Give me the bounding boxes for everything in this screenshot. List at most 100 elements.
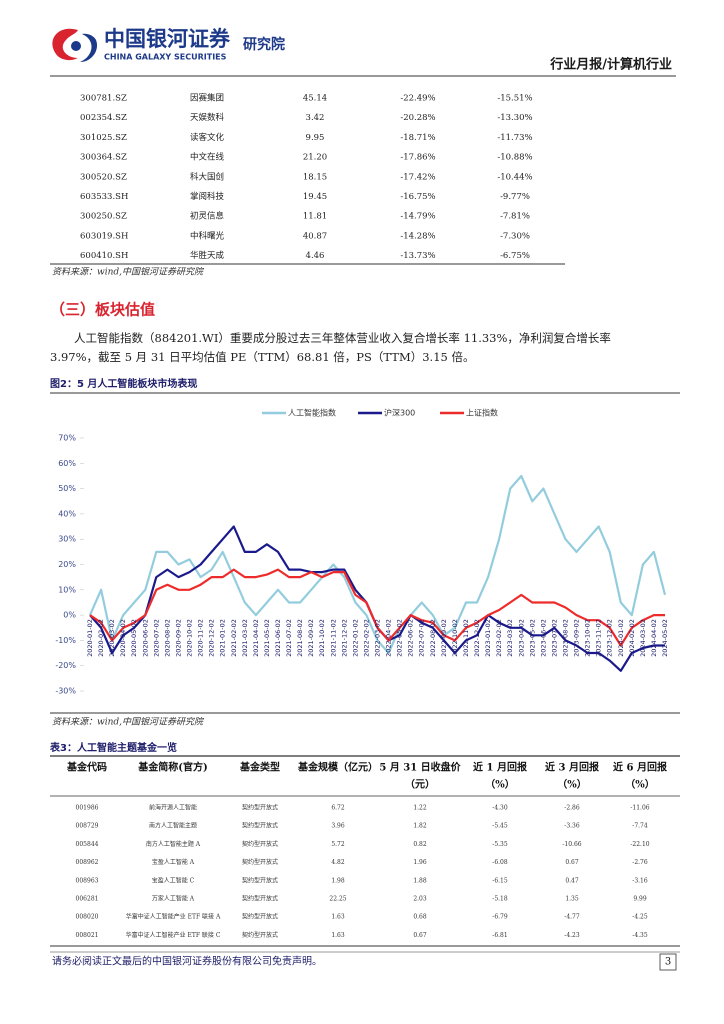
table-cell: 001986 [76, 805, 99, 812]
x-tick-label: 2023-02-02 [495, 619, 503, 657]
x-tick-label: 2024-04-02 [650, 619, 658, 657]
table-cell: 0.67 [565, 859, 579, 866]
table-cell: 22.25 [329, 896, 346, 903]
y-tick-label: 30% [58, 535, 76, 544]
table-cell: -3.16 [632, 877, 648, 884]
x-tick-label: 2021-02-02 [230, 619, 238, 657]
table-cell: 宝盈人工智能 C [152, 876, 195, 884]
table-cell: -22.10 [630, 841, 649, 848]
table-cell: 6.72 [331, 805, 345, 812]
x-tick-label: 2020-10-02 [186, 619, 194, 657]
y-tick-label: 60% [58, 459, 76, 468]
x-tick-label: 2024-02-02 [628, 619, 636, 657]
table-cell: -18.71% [400, 133, 435, 143]
table-cell: 科大国创 [190, 171, 224, 182]
table-cell: 3.96 [331, 823, 345, 830]
table-cell: -14.28% [400, 231, 435, 241]
table-cell: 0.67 [413, 932, 427, 939]
table-cell: 2.03 [413, 896, 427, 903]
x-tick-label: 2022-03-02 [374, 619, 382, 657]
x-tick-label: 2020-02-02 [97, 619, 105, 657]
table-cell: 读客文化 [190, 132, 225, 143]
institute: 研究院 [243, 36, 285, 53]
table-cell: 4.46 [306, 251, 325, 261]
brand-en: CHINA GALAXY SECURITIES [104, 53, 227, 62]
y-tick-label: 70% [58, 434, 76, 443]
table-header: 5 月 31 日收盘价 [379, 761, 461, 774]
x-tick-label: 2022-01-02 [351, 619, 359, 657]
x-tick-label: 2020-03-02 [108, 619, 116, 657]
x-tick-label: 2021-03-02 [241, 619, 249, 657]
page-number: 3 [665, 957, 671, 968]
x-tick-label: 2023-01-02 [484, 619, 492, 657]
table-header: （%） [557, 778, 587, 791]
y-tick-label: -20% [55, 661, 76, 670]
page-box [659, 953, 677, 971]
table-cell: 300781.SZ [80, 94, 127, 104]
table-cell: 契约型开放式 [242, 840, 278, 848]
x-tick-label: 2021-11-02 [329, 619, 337, 657]
x-tick-label: 2021-08-02 [296, 619, 304, 657]
table-cell: 1.63 [331, 932, 345, 939]
table-cell: -5.18 [492, 896, 508, 903]
table-cell: -10.44% [497, 172, 532, 182]
table-cell: 中科曙光 [190, 230, 225, 241]
table-cell: -6.15 [492, 877, 508, 884]
table-cell: -11.06 [630, 805, 649, 812]
paragraph-line: 人工智能指数（884201.WI）重要成分股过去三年整体营业收入复合增长率 11… [74, 331, 611, 345]
table-cell: -7.81% [500, 212, 530, 222]
x-tick-label: 2022-08-02 [429, 619, 437, 657]
x-tick-label: 2022-07-02 [418, 619, 426, 657]
legend-label: 人工智能指数 [288, 408, 336, 418]
x-tick-label: 2020-06-02 [141, 619, 149, 657]
table-cell: -6.79 [492, 914, 508, 921]
x-tick-label: 2023-04-02 [517, 619, 525, 657]
table-header: （%） [485, 778, 515, 791]
y-tick-label: 50% [58, 484, 76, 493]
table-cell: 301025.SZ [80, 133, 127, 143]
table-header: （%） [625, 778, 655, 791]
source: 资料来源：wind,中国银河证券研究院 [52, 717, 205, 728]
table-cell: 前海开源人工智能 [149, 804, 197, 812]
table-cell: 天娱数科 [190, 112, 225, 123]
table-cell: -3.36 [564, 823, 580, 830]
y-tick-label: 20% [58, 560, 76, 569]
x-tick-label: 2020-11-02 [197, 619, 205, 657]
table-cell: -13.73% [400, 251, 435, 261]
table-cell: -4.35 [632, 932, 648, 939]
table-cell: -11.73% [497, 133, 532, 143]
table-cell: 万家人工智能 A [152, 895, 195, 903]
table-cell: 008021 [76, 932, 99, 939]
x-tick-label: 2022-06-02 [407, 619, 415, 657]
x-tick-label: 2024-03-02 [639, 619, 647, 657]
table-cell: 008962 [76, 859, 99, 866]
table-cell: -6.81 [492, 932, 507, 939]
table-cell: 603533.SH [80, 192, 128, 202]
x-tick-label: 2022-05-02 [396, 619, 404, 657]
table-header: 近 1 月回报 [473, 761, 527, 774]
table-header: 基金代码 [66, 761, 107, 774]
table-cell: 3.42 [306, 113, 325, 123]
table-cell: 19.45 [303, 192, 327, 202]
x-tick-label: 2020-05-02 [130, 619, 138, 657]
x-tick-label: 2024-05-02 [661, 619, 669, 657]
disclaimer: 请务必阅读正文最后的中国银河证券股份有限公司免责声明。 [52, 955, 322, 968]
section-heading: （三）板块估值 [50, 301, 155, 319]
table-header: 近 6 月回报 [613, 761, 667, 774]
table-cell: -14.79% [400, 212, 435, 222]
x-tick-label: 2023-05-02 [528, 619, 536, 657]
table-cell: -4.30 [492, 805, 508, 812]
table-cell: 契约型开放式 [242, 804, 278, 812]
table-cell: 南方人工智能主题 A [146, 840, 201, 848]
x-tick-label: 2022-09-02 [440, 619, 448, 657]
x-tick-label: 2021-06-02 [274, 619, 282, 657]
x-tick-label: 2021-05-02 [263, 619, 271, 657]
table-cell: 契约型开放式 [242, 876, 278, 884]
logo [52, 28, 98, 62]
table-cell: 11.81 [303, 212, 327, 222]
x-tick-label: 2020-09-02 [175, 619, 183, 657]
table-cell: 9.99 [633, 896, 647, 903]
table-cell: 600410.SH [80, 251, 128, 261]
table-cell: 002354.SZ [80, 113, 127, 123]
table-cell: 中文在线 [190, 152, 225, 163]
